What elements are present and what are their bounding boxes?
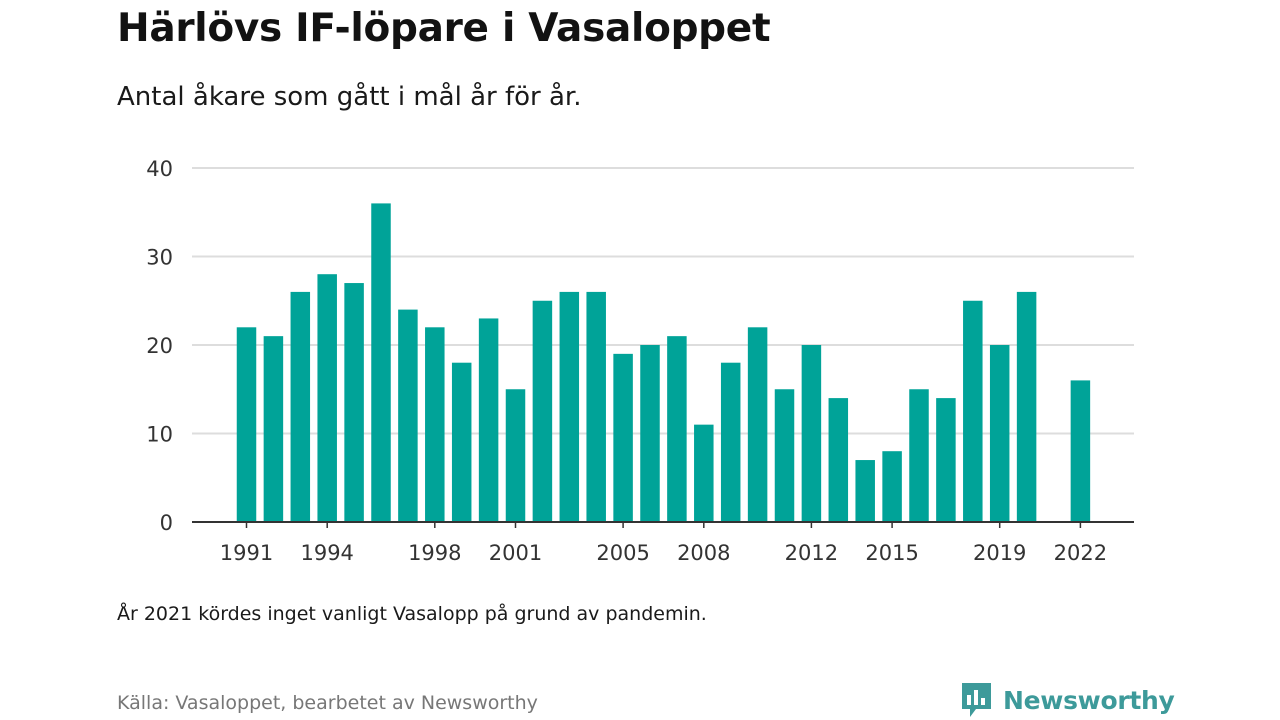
chart-subtitle: Antal åkare som gått i mål år för år. <box>117 82 582 112</box>
bar-2000 <box>478 318 499 522</box>
bar-1994 <box>317 274 337 522</box>
bar-2015 <box>882 451 902 522</box>
bar-2012 <box>801 345 822 522</box>
bar-2008 <box>694 424 714 522</box>
bar-1999 <box>451 362 472 522</box>
x-tick-label-2019: 2019 <box>973 541 1026 565</box>
y-tick-label-30: 30 <box>146 246 173 270</box>
newsworthy-logo-icon <box>962 683 991 717</box>
x-tick-label-1998: 1998 <box>408 541 461 565</box>
bar-2016 <box>909 389 929 522</box>
bar-2001 <box>505 389 526 522</box>
bar-1995 <box>344 283 364 522</box>
bar-2002 <box>532 300 553 522</box>
y-tick-label-0: 0 <box>160 511 173 535</box>
y-tick-label-10: 10 <box>146 423 173 447</box>
bar-2009 <box>720 362 741 522</box>
y-tick-label-20: 20 <box>146 334 173 358</box>
bar-1998 <box>425 327 445 522</box>
x-tick-label-1991: 1991 <box>220 541 273 565</box>
chart-note: År 2021 kördes inget vanligt Vasalopp på… <box>117 603 707 625</box>
x-tick-label-2022: 2022 <box>1054 541 1107 565</box>
bars <box>236 203 1091 522</box>
bar-2017 <box>936 398 956 522</box>
bar-2014 <box>855 460 875 522</box>
bar-1991 <box>236 327 257 522</box>
newsworthy-logo: Newsworthy <box>960 680 1175 720</box>
bar-chart: 0 10 20 30 40 1991 1994 1998 2001 2005 2008 2012 201… <box>146 157 1134 565</box>
bar-2003 <box>559 291 580 522</box>
bar-2007 <box>667 336 687 522</box>
bar-2022 <box>1070 380 1091 522</box>
bar-2019 <box>989 345 1010 522</box>
bar-2004 <box>586 291 606 522</box>
bar-1993 <box>290 291 311 522</box>
x-tick-label-2012: 2012 <box>785 541 838 565</box>
bar-2005 <box>613 353 633 522</box>
x-tick-label-2008: 2008 <box>677 541 730 565</box>
y-tick-label-40: 40 <box>146 157 173 181</box>
newsworthy-logo-text: Newsworthy <box>1003 685 1175 715</box>
bar-2011 <box>774 389 795 522</box>
x-tick-label-2001: 2001 <box>489 541 542 565</box>
x-tick-label-1994: 1994 <box>300 541 353 565</box>
bar-1996 <box>371 203 391 522</box>
source-text: Källa: Vasaloppet, bearbetet av Newswort… <box>117 692 538 714</box>
x-tick-label-2005: 2005 <box>596 541 649 565</box>
bar-1997 <box>398 309 418 522</box>
axes: 0 10 20 30 40 1991 1994 1998 2001 2005 2008 2012 201… <box>146 157 1134 565</box>
bar-2020 <box>1016 291 1037 522</box>
bar-2013 <box>828 398 849 522</box>
bar-2010 <box>747 327 768 522</box>
chart-title: Härlövs IF-löpare i Vasaloppet <box>117 6 771 51</box>
x-tick-label-2015: 2015 <box>865 541 918 565</box>
bar-1992 <box>263 336 284 522</box>
bar-2006 <box>640 345 660 522</box>
bar-2018 <box>963 300 983 522</box>
